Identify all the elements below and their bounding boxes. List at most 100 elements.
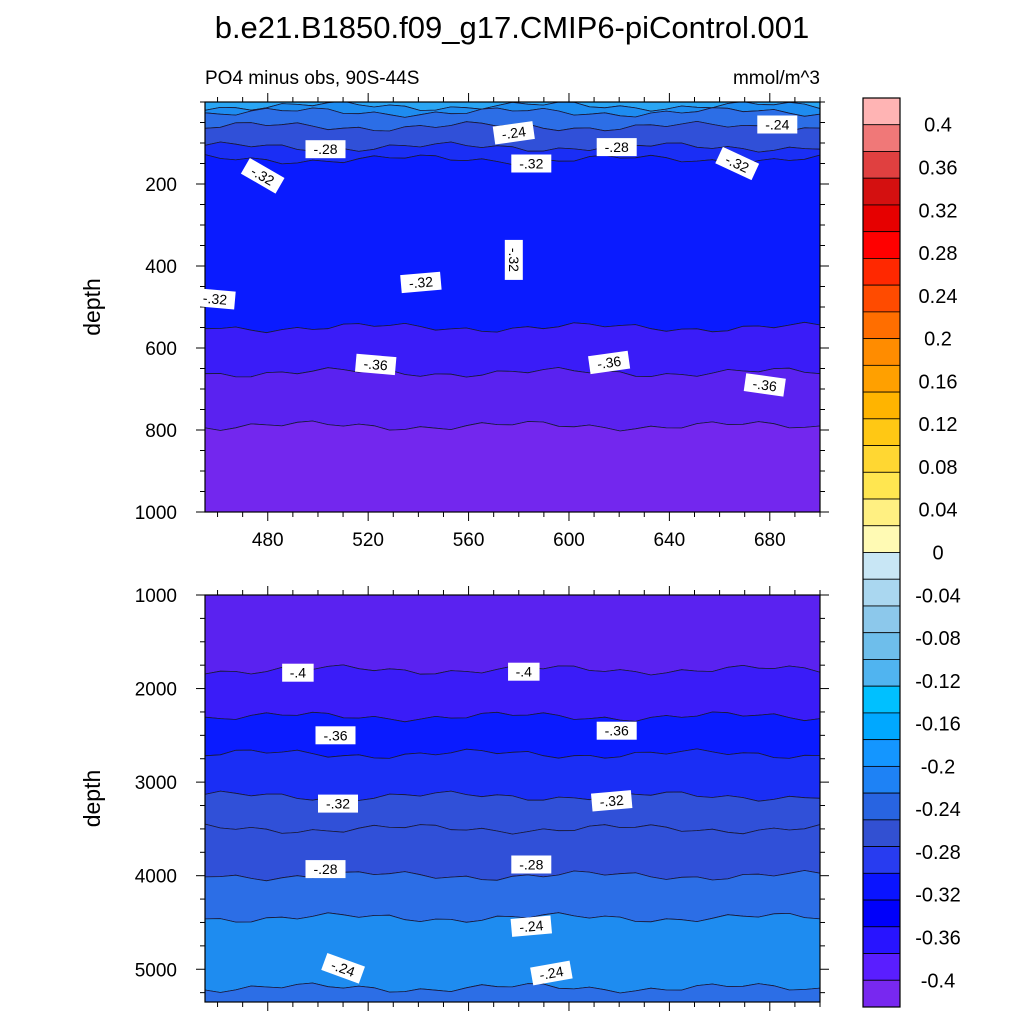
y-tick-label: 5000: [135, 960, 177, 981]
colorbar-swatch: [862, 364, 901, 393]
panel-subtitle-left: PO4 minus obs, 90S-44S: [205, 68, 419, 89]
colorbar-swatch: [862, 258, 901, 286]
colorbar-label: 0.32: [919, 200, 958, 222]
colorbar-label: -0.12: [915, 671, 961, 693]
svg-text:-.32: -.32: [599, 792, 625, 810]
svg-text:-.28: -.28: [313, 141, 337, 157]
colorbar-swatch: [862, 846, 901, 874]
x-tick-label: 520: [352, 530, 384, 551]
svg-text:-.36: -.36: [605, 723, 629, 739]
colorbar-label: 0.08: [919, 457, 958, 479]
contour-label: -.32: [590, 790, 633, 812]
colorbar-swatch: [862, 498, 901, 527]
colorbar-swatch: [862, 659, 901, 687]
contour-band: [205, 982, 820, 1002]
colorbar-label: -0.32: [915, 885, 961, 907]
svg-text:-.28: -.28: [519, 857, 543, 873]
colorbar-swatch: [862, 311, 901, 340]
colorbar-label: 0.16: [919, 371, 958, 393]
contour-label: -.24: [510, 915, 553, 937]
colorbar-swatch: [862, 552, 901, 580]
x-tick-label: 640: [654, 530, 686, 551]
plot-frame: [204, 594, 821, 1003]
colorbar: 0.4 0.36 0.32 0.28 0.24 0.2 0.16 0.12 0.08 0.04 0 -…: [862, 97, 961, 1008]
colorbar-label: 0.24: [919, 286, 958, 308]
colorbar-swatch: [862, 204, 901, 233]
colorbar-swatch: [862, 739, 901, 767]
contour-label: -.4: [282, 663, 314, 682]
contour-label: -.32: [400, 271, 442, 294]
x-tick-label: 600: [553, 530, 585, 551]
svg-text:-.24: -.24: [538, 963, 565, 983]
y-tick-label: 2000: [135, 680, 177, 701]
y-tick-label: 1000: [135, 503, 177, 524]
y-tick-label: 4000: [135, 867, 177, 888]
colorbar-label: -0.16: [915, 714, 961, 736]
svg-text:-.24: -.24: [329, 957, 357, 980]
contour-label: -.28: [305, 860, 346, 879]
contour-label: -.32: [504, 239, 523, 280]
svg-text:-.32: -.32: [519, 156, 543, 172]
contour-label: -.36: [588, 350, 631, 375]
colorbar-swatch: [862, 578, 901, 607]
colorbar-swatch: [862, 445, 901, 473]
colorbar-swatch: [862, 231, 901, 259]
colorbar-swatch: [862, 899, 901, 928]
contour-label: -.4: [508, 662, 540, 681]
colorbar-swatch: [862, 124, 901, 152]
svg-text:-.32: -.32: [326, 796, 350, 812]
svg-text:-.24: -.24: [765, 117, 789, 133]
svg-text:-.4: -.4: [290, 665, 307, 681]
colorbar-label: -0.04: [915, 585, 961, 607]
upper-depth-panel: 480 520 560 600 640 680 200 400 600 800 1000 depth -…: [79, 93, 829, 551]
contour-label: -.28: [511, 855, 552, 874]
svg-text:-.32: -.32: [202, 290, 228, 308]
colorbar-label: 0: [932, 543, 943, 565]
colorbar-swatch: [862, 471, 901, 500]
contour-label: -.32: [511, 154, 552, 173]
figure-title: b.e21.B1850.f09_g17.CMIP6-piControl.001: [215, 10, 810, 45]
colorbar-swatch: [862, 685, 901, 714]
colorbar-swatch: [862, 284, 901, 313]
colorbar-label: -0.28: [915, 842, 961, 864]
y-tick-label: 200: [145, 175, 177, 196]
y-tick-label: 400: [145, 257, 177, 278]
contour-band: [205, 420, 820, 512]
contour-label: -.32: [194, 288, 236, 310]
x-tick-label: 560: [453, 530, 485, 551]
svg-text:-.4: -.4: [516, 664, 533, 680]
colorbar-swatch: [862, 151, 901, 179]
y-axis-label: depth: [79, 770, 105, 828]
colorbar-swatch: [862, 979, 901, 1008]
colorbar-swatch: [862, 605, 901, 634]
y-axis-label: depth: [79, 278, 105, 336]
contour-label: -.24: [530, 960, 573, 986]
colorbar-swatch: [862, 177, 901, 206]
contour-label: -.36: [743, 373, 786, 397]
colorbar-swatch: [862, 338, 901, 366]
colorbar-label: -0.08: [915, 628, 961, 650]
panel-subtitle-right: mmol/m^3: [733, 68, 820, 89]
x-tick-label: 680: [754, 530, 786, 551]
colorbar-label: 0.36: [919, 158, 958, 180]
contour-label: -.24: [757, 115, 798, 134]
svg-text:-.32: -.32: [506, 248, 522, 272]
colorbar-swatch: [862, 872, 901, 901]
colorbar-swatch: [862, 632, 901, 660]
x-tick-label: 480: [252, 530, 284, 551]
colorbar-label: 0.04: [919, 500, 958, 522]
colorbar-label: 0.4: [924, 115, 952, 137]
colorbar-swatch: [862, 391, 901, 420]
colorbar-label: 0.28: [919, 243, 958, 265]
y-tick-label: 600: [145, 339, 177, 360]
lower-depth-panel: 1000 2000 3000 4000 5000 depth -.4 -.4 -.36 -.36 -…: [79, 586, 829, 1011]
contour-label: -.28: [596, 138, 637, 157]
contour-label: -.28: [305, 140, 346, 159]
colorbar-swatch: [862, 953, 901, 981]
contour-label: -.36: [354, 353, 397, 376]
contour-label: -.36: [315, 726, 356, 745]
colorbar-swatch: [862, 792, 901, 821]
y-tick-label: 3000: [135, 773, 177, 794]
contour-label: -.32: [318, 794, 358, 813]
